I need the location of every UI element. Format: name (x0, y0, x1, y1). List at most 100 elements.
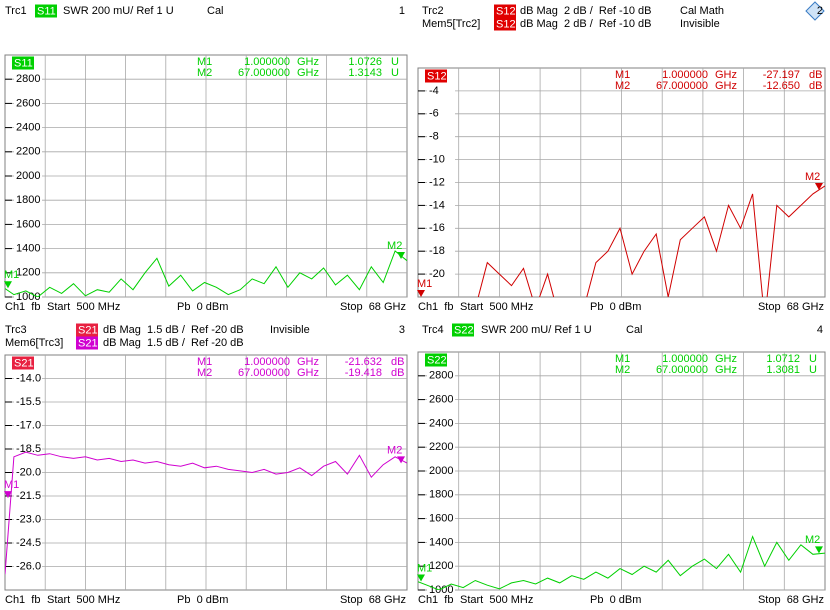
param-badge-label: S22 (454, 324, 474, 336)
y-tick-label: -4 (429, 85, 439, 97)
y-tick-label: -16 (429, 222, 445, 234)
trace-format: dB Mag 1.5 dB / Ref -20 dB (103, 324, 244, 336)
param-badge (425, 353, 447, 367)
marker-stimulus: 1.000000 (662, 353, 708, 365)
tick-label-bg (14, 242, 42, 255)
marker-symbol (397, 251, 406, 259)
logo (805, 1, 825, 21)
y-tick-label: -20 (429, 268, 445, 280)
y-tick-label: 2400 (429, 417, 453, 429)
param-badge (35, 4, 57, 18)
trace-name: Trc1 (5, 5, 27, 17)
footer-stop: Stop 68 GHz (340, 301, 406, 313)
footer-power: Pb 0 dBm (177, 301, 228, 313)
footer-channel: Ch1 fb (5, 594, 40, 606)
param-badge-label: S12 (496, 18, 516, 30)
y-tick-label: -26.0 (16, 560, 41, 572)
tick-label-bg (14, 419, 42, 432)
marker-stimulus-unit: GHz (297, 67, 319, 79)
marker-label: M1 (417, 562, 432, 574)
param-badge-label: S21 (14, 357, 34, 369)
trace-status: Cal (207, 5, 224, 17)
y-tick-label: -21.5 (16, 490, 41, 502)
param-badge (76, 323, 98, 337)
y-tick-label: 2000 (429, 465, 453, 477)
tick-label-bg (427, 393, 455, 406)
y-tick-label: -17.0 (16, 419, 41, 431)
marker-response: 1.0726 (348, 56, 382, 68)
y-tick-label: 2200 (429, 441, 453, 453)
marker-stimulus: 67.000000 (656, 364, 708, 376)
param-badge (76, 336, 98, 350)
tick-label-bg (14, 396, 42, 408)
y-tick-label: -10 (429, 154, 445, 166)
tick-label-bg (14, 170, 42, 182)
channel-number: 4 (817, 324, 823, 336)
param-badge-label: S12 (496, 5, 516, 17)
memory-format: dB Mag 1.5 dB / Ref -20 dB (103, 337, 244, 349)
tick-label-bg (427, 417, 455, 430)
tick-label-bg (14, 466, 42, 479)
trace (477, 185, 825, 297)
marker-symbol (3, 281, 12, 289)
footer-power: Pb 0 dBm (590, 594, 641, 606)
footer-stop: Stop 68 GHz (758, 594, 824, 606)
marker-symbol (3, 491, 12, 499)
y-tick-label: 2800 (429, 370, 453, 382)
tick-label-bg (14, 218, 42, 231)
param-badge-label: S21 (78, 324, 98, 336)
y-tick-label: 2600 (16, 97, 40, 109)
param-badge (12, 356, 34, 370)
tick-label-bg (427, 130, 455, 143)
marker-stimulus: 67.000000 (238, 67, 290, 79)
marker-stimulus-unit: GHz (297, 356, 319, 368)
tick-label-bg (427, 584, 455, 596)
trace-status: Cal Math (680, 5, 724, 17)
footer-power: Pb 0 dBm (590, 301, 641, 313)
y-tick-label: 2000 (16, 170, 40, 182)
marker-name: M2 (615, 364, 630, 376)
marker-response: -12.650 (763, 80, 800, 92)
footer-start: Start 500 MHz (460, 301, 533, 313)
marker-stimulus: 67.000000 (238, 367, 290, 379)
y-tick-label: -23.0 (16, 513, 41, 525)
marker-symbol (397, 456, 406, 464)
tick-label-bg (427, 512, 455, 525)
marker-stimulus: 1.000000 (244, 56, 290, 68)
tick-label-bg (427, 536, 455, 549)
tick-label-bg (14, 443, 42, 455)
tick-label-bg (427, 176, 455, 189)
marker-symbol (814, 546, 823, 554)
marker-label: M2 (805, 534, 820, 546)
tick-label-bg (14, 372, 42, 385)
footer-start: Start 500 MHz (460, 594, 533, 606)
y-tick-label: -20.0 (16, 466, 41, 478)
marker-response-unit: U (809, 353, 817, 365)
marker-name: M1 (615, 69, 630, 81)
marker-symbol (814, 182, 823, 190)
y-tick-label: 1600 (429, 513, 453, 525)
trace-status: Invisible (270, 324, 310, 336)
y-tick-label: -12 (429, 176, 445, 188)
tick-label-bg (14, 145, 42, 158)
marker-stimulus-unit: GHz (297, 367, 319, 379)
trace-format: SWR 200 mU/ Ref 1 U (481, 324, 592, 336)
tick-label-bg (427, 222, 455, 235)
y-tick-label: -8 (429, 131, 439, 143)
marker-response-unit: dB (809, 69, 822, 81)
channel-number: 2 (817, 5, 823, 17)
y-tick-label: 1600 (16, 218, 40, 230)
tick-label-bg (14, 513, 42, 526)
marker-response-unit: dB (809, 80, 822, 92)
y-tick-label: 1200 (429, 560, 453, 572)
tick-label-bg (14, 97, 42, 110)
y-tick-label: 1000 (16, 291, 40, 303)
marker-label: M1 (4, 479, 19, 491)
marker-response-unit: U (809, 364, 817, 376)
y-tick-label: -24.5 (16, 537, 41, 549)
marker-name: M1 (615, 353, 630, 365)
tick-label-bg (14, 560, 42, 573)
marker-name: M1 (197, 56, 212, 68)
marker-label: M2 (387, 444, 402, 456)
